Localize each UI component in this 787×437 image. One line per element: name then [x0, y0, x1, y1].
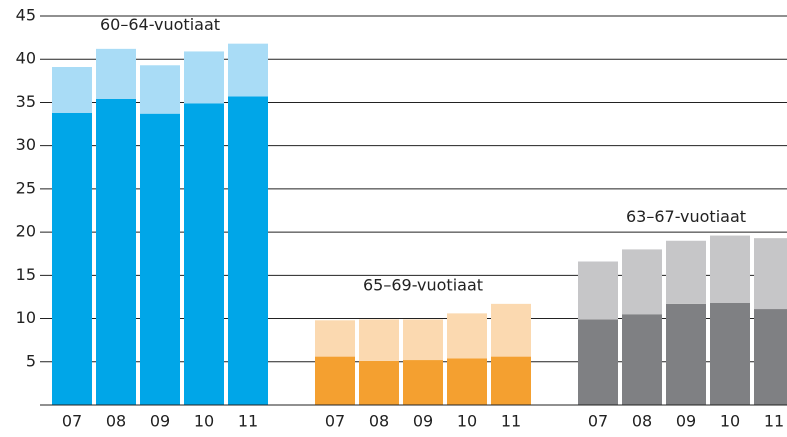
bar-segment: [622, 314, 662, 405]
bar-segment: [447, 358, 487, 405]
x-tick-label: 10: [194, 412, 214, 431]
x-tick-label: 09: [150, 412, 170, 431]
bar-segment: [491, 356, 531, 405]
x-tick-label: 08: [369, 412, 389, 431]
bar-segment: [359, 319, 399, 361]
bar-segment: [754, 309, 787, 405]
x-tick-label: 09: [676, 412, 696, 431]
bar-segment: [140, 113, 180, 405]
bar-segment: [666, 303, 706, 405]
y-tick-label: 5: [26, 351, 36, 370]
y-tick-label: 25: [16, 178, 36, 197]
x-tick-label: 11: [501, 412, 521, 431]
y-tick-label: 15: [16, 265, 36, 284]
bar-segment: [491, 303, 531, 357]
bar-segment: [184, 103, 224, 405]
x-tick-label: 07: [325, 412, 345, 431]
x-tick-label: 07: [588, 412, 608, 431]
bar-segment: [140, 65, 180, 114]
bar-segment: [315, 356, 355, 405]
bar-segment: [228, 43, 268, 97]
bar-segment: [710, 302, 750, 405]
bar-segment: [52, 67, 92, 113]
bar-segment: [228, 96, 268, 405]
x-tick-label: 08: [632, 412, 652, 431]
bar-segment: [184, 51, 224, 104]
group-label: 60–64-vuotiaat: [100, 15, 220, 34]
bar-segment: [578, 319, 618, 405]
bar-segment: [96, 98, 136, 405]
y-tick-label: 20: [16, 222, 36, 241]
x-tick-label: 08: [106, 412, 126, 431]
bar-segment: [754, 238, 787, 310]
bar-segment: [578, 261, 618, 320]
x-tick-label: 09: [413, 412, 433, 431]
bar-segment: [403, 319, 443, 361]
y-tick-label: 45: [16, 6, 36, 25]
bar-segment: [96, 48, 136, 99]
x-tick-label: 11: [238, 412, 258, 431]
bar-segment: [315, 320, 355, 357]
y-tick-label: 10: [16, 308, 36, 327]
y-tick-label: 30: [16, 135, 36, 154]
x-tick-label: 10: [720, 412, 740, 431]
bar-segment: [52, 112, 92, 405]
x-tick-label: 10: [457, 412, 477, 431]
bar-segment: [447, 313, 487, 359]
bar-segment: [403, 360, 443, 405]
group-label: 63–67-vuotiaat: [626, 207, 746, 226]
y-tick-label: 35: [16, 92, 36, 111]
bar-segment: [710, 235, 750, 303]
group-label: 65–69-vuotiaat: [363, 275, 483, 294]
bar-segment: [359, 360, 399, 405]
bar-segment: [622, 249, 662, 315]
bar-segment: [666, 240, 706, 304]
x-tick-label: 11: [764, 412, 784, 431]
x-tick-label: 07: [62, 412, 82, 431]
y-tick-label: 40: [16, 49, 36, 68]
